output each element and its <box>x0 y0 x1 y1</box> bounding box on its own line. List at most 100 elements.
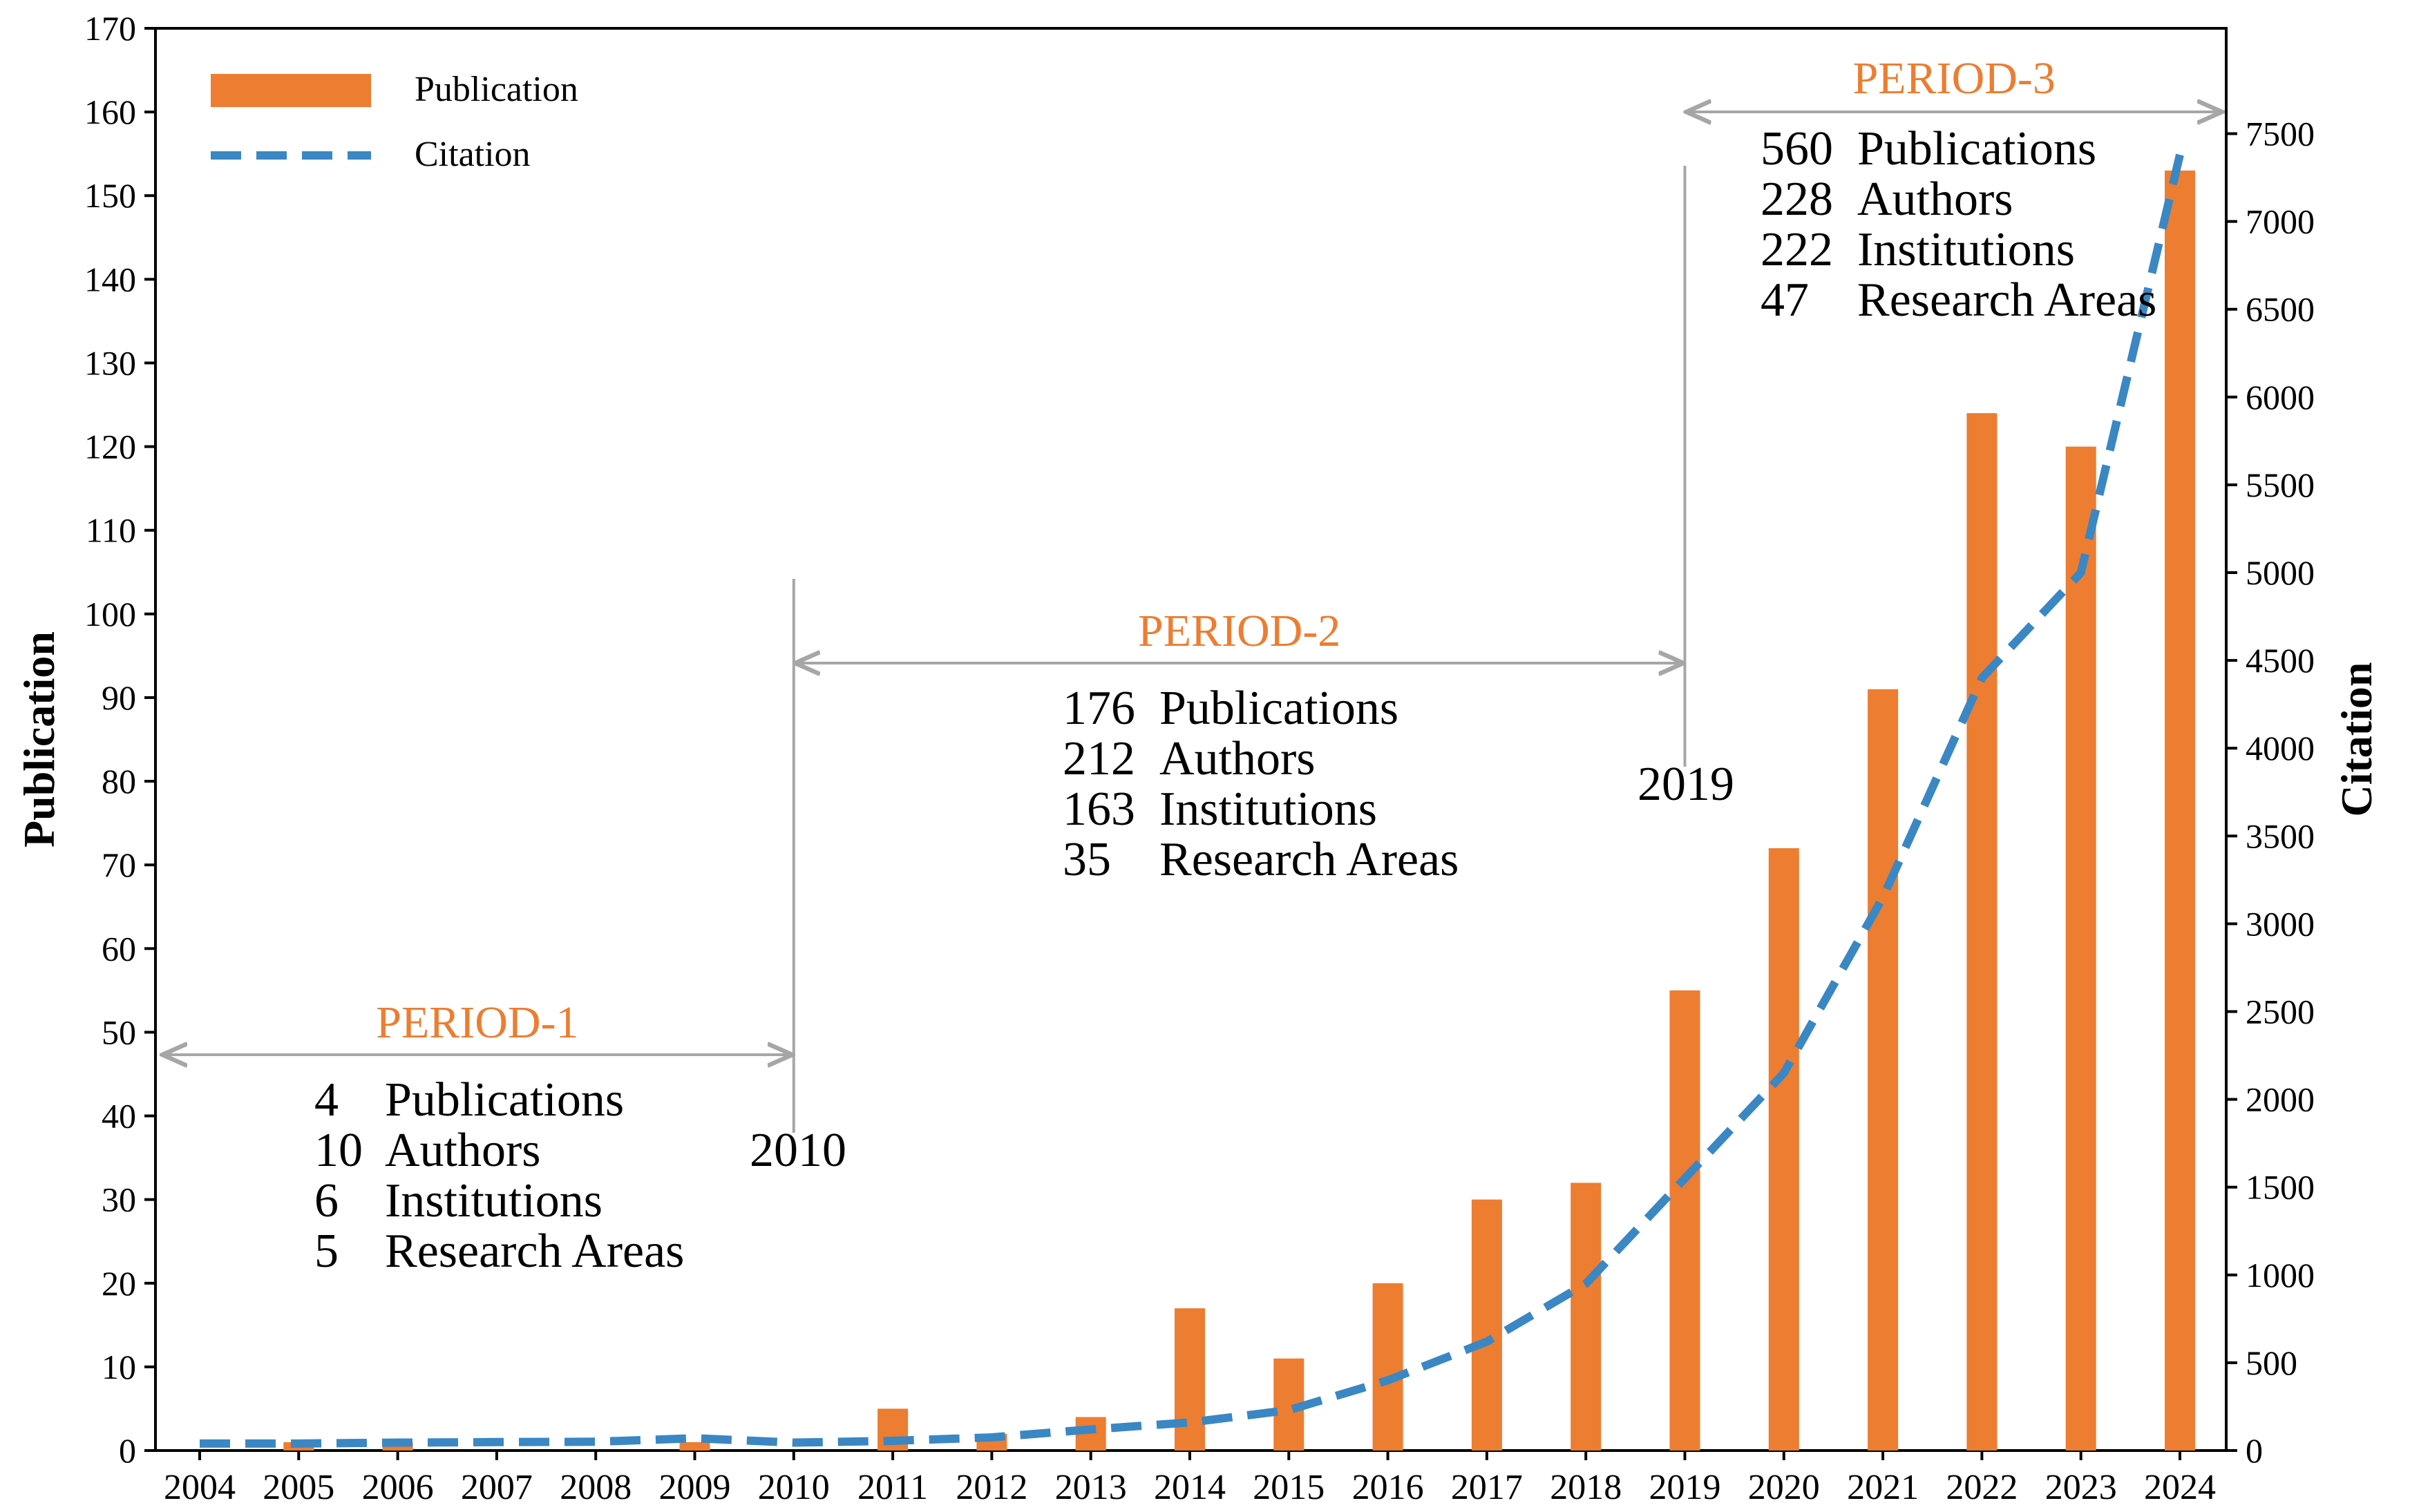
publication-bar <box>1966 413 1998 1451</box>
period-3: PERIOD-3 560 Publications 228 Authors 222 Inst… <box>1689 53 2220 327</box>
boundary-year-label: 2019 <box>1638 758 1734 811</box>
period-stat-value: 47 <box>1761 274 1809 327</box>
left-tick-label: 120 <box>84 428 136 466</box>
x-tick-label: 2014 <box>1154 1468 1226 1507</box>
right-tick-label: 7500 <box>2246 115 2315 153</box>
publication-bar <box>1471 1199 1502 1451</box>
left-tick-label: 50 <box>102 1013 136 1051</box>
y-axis-title: Publication <box>15 631 64 848</box>
period-annotations: PERIOD-1 4 Publications 10 Authors 6 Instituti… <box>165 53 2219 1278</box>
y2-axis-title: Citation <box>2332 662 2381 817</box>
right-tick-label: 7000 <box>2246 202 2315 241</box>
x-tick-label: 2005 <box>263 1468 334 1507</box>
period-stat-value: 163 <box>1063 783 1135 836</box>
x-tick-label: 2011 <box>857 1468 928 1507</box>
period-stat-label: Publications <box>385 1073 624 1127</box>
period-stat-value: 6 <box>314 1174 339 1227</box>
left-tick-label: 70 <box>102 845 136 884</box>
x-tick-label: 2020 <box>1748 1468 1820 1507</box>
x-tick-label: 2007 <box>461 1468 533 1507</box>
left-tick-label: 80 <box>102 762 136 801</box>
period-stat-label: Institutions <box>385 1174 602 1227</box>
publication-bar <box>1372 1283 1403 1451</box>
legend: Publication Citation <box>211 70 578 174</box>
right-tick-label: 4000 <box>2246 729 2315 767</box>
left-tick-label: 90 <box>102 678 136 717</box>
right-tick-label: 500 <box>2246 1343 2297 1382</box>
publication-bar <box>2165 170 2195 1451</box>
x-tick-label: 2013 <box>1055 1468 1127 1507</box>
left-tick-label: 170 <box>84 9 136 48</box>
publication-bar <box>1175 1308 1205 1451</box>
left-tick-label: 10 <box>102 1348 136 1386</box>
left-tick-label: 60 <box>102 929 136 968</box>
right-tick-label: 3000 <box>2246 904 2315 943</box>
legend-bar-swatch <box>211 74 371 107</box>
period-stat-value: 222 <box>1761 223 1833 276</box>
period-stat-label: Publications <box>1159 682 1398 735</box>
left-tick-label: 160 <box>84 93 136 131</box>
left-tick-label: 20 <box>102 1264 136 1303</box>
left-tick-label: 110 <box>86 511 136 550</box>
x-tick-label: 2021 <box>1847 1468 1919 1507</box>
publication-bar <box>1868 689 1899 1451</box>
period-1: PERIOD-1 4 Publications 10 Authors 6 Instituti… <box>165 579 846 1278</box>
boundary-year-label: 2010 <box>750 1124 846 1177</box>
legend-bar-label: Publication <box>415 70 578 109</box>
citation-line-layer <box>200 153 2184 1448</box>
period-stat-value: 10 <box>314 1124 363 1177</box>
period-stat-value: 35 <box>1063 833 1111 886</box>
period-label: PERIOD-1 <box>376 997 578 1048</box>
x-tick-label: 2010 <box>758 1468 830 1507</box>
x-tick-label: 2016 <box>1352 1468 1424 1507</box>
right-tick-label: 0 <box>2246 1431 2263 1470</box>
right-tick-label: 3500 <box>2246 816 2315 855</box>
legend-line-label: Citation <box>415 135 531 174</box>
x-tick-label: 2015 <box>1253 1468 1325 1507</box>
publication-bar <box>2065 446 2096 1451</box>
left-tick-label: 30 <box>102 1180 136 1219</box>
publication-bar <box>1669 990 1700 1451</box>
period-stat-value: 228 <box>1761 173 1833 226</box>
x-tick-label: 2004 <box>164 1468 236 1507</box>
period-label: PERIOD-2 <box>1138 606 1340 656</box>
period-stat-label: Research Areas <box>385 1225 684 1278</box>
period-stat-label: Institutions <box>1857 223 2075 276</box>
publication-bar <box>679 1442 710 1451</box>
x-tick-label: 2008 <box>560 1468 632 1507</box>
period-stat-value: 212 <box>1063 732 1135 785</box>
right-tick-label: 1000 <box>2246 1256 2315 1294</box>
right-tick-label: 6000 <box>2246 378 2315 417</box>
left-tick-label: 150 <box>84 176 136 215</box>
x-tick-label: 2017 <box>1451 1468 1523 1507</box>
publication-bar <box>1768 848 1799 1451</box>
axes-layer: 0102030405060708090100110120130140150160… <box>15 9 2381 1507</box>
period-stat-label: Authors <box>385 1124 541 1177</box>
period-stat-label: Publications <box>1857 122 2096 175</box>
period-stat-label: Authors <box>1159 732 1316 785</box>
right-tick-label: 5500 <box>2246 466 2315 504</box>
period-stat-label: Research Areas <box>1159 833 1459 886</box>
left-tick-label: 100 <box>84 595 136 633</box>
x-tick-label: 2024 <box>2144 1468 2216 1507</box>
left-tick-label: 0 <box>119 1431 136 1470</box>
right-tick-label: 5000 <box>2246 553 2315 592</box>
right-tick-label: 1500 <box>2246 1168 2315 1207</box>
x-tick-label: 2006 <box>362 1468 434 1507</box>
right-tick-label: 2000 <box>2246 1080 2315 1119</box>
period-stat-value: 4 <box>314 1073 339 1127</box>
x-tick-label: 2012 <box>956 1468 1027 1507</box>
bars-layer <box>283 170 2195 1451</box>
period-stat-label: Authors <box>1857 173 2013 226</box>
period-label: PERIOD-3 <box>1853 53 2056 104</box>
left-tick-label: 140 <box>84 260 136 298</box>
period-stat-label: Research Areas <box>1857 274 2156 327</box>
x-tick-label: 2009 <box>659 1468 731 1507</box>
period-stat-value: 5 <box>314 1225 339 1278</box>
x-tick-label: 2019 <box>1649 1468 1721 1507</box>
period-stat-value: 176 <box>1063 682 1135 735</box>
period-stat-value: 560 <box>1761 122 1833 175</box>
right-tick-label: 2500 <box>2246 993 2315 1031</box>
